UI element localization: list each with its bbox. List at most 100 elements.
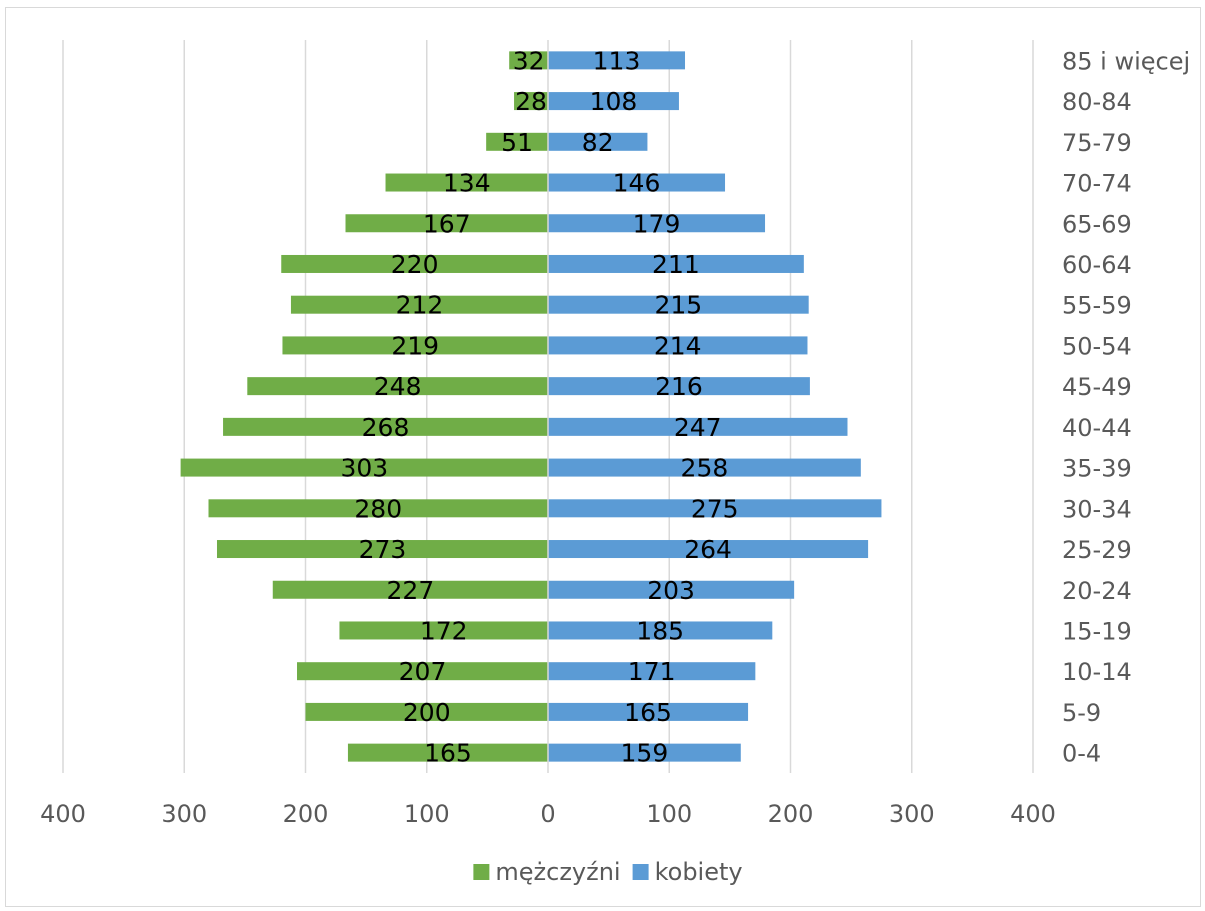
bar-mężczyźni-20-24 — [272, 580, 548, 599]
x-tick-label: 300 — [889, 800, 935, 828]
bar-mężczyźni-45-49 — [247, 377, 549, 396]
x-tick-label: 400 — [40, 800, 86, 828]
data-label: 280 — [354, 494, 402, 523]
x-axis-tick-labels: 400 300 200 100 0 100 200 300 400 — [40, 800, 1056, 828]
data-label: 264 — [684, 535, 732, 564]
category-label: 85 i więcej — [1062, 47, 1190, 75]
data-label: 212 — [396, 291, 444, 320]
bar-kobiety-45-49 — [548, 377, 810, 396]
category-label: 70-74 — [1062, 170, 1132, 198]
bar-kobiety-65-69 — [548, 214, 766, 233]
legend: mężczyźni kobiety — [473, 858, 743, 886]
bar-mężczyźni-50-54 — [282, 336, 548, 355]
bar-mężczyźni-60-64 — [281, 254, 548, 273]
data-label: 207 — [399, 657, 447, 686]
data-label: 167 — [423, 209, 471, 238]
data-label: 215 — [654, 291, 702, 320]
category-label: 15-19 — [1062, 617, 1132, 645]
bar-kobiety-15-19 — [548, 621, 773, 640]
bar-mężczyźni-35-39 — [180, 458, 549, 477]
data-label: 258 — [681, 454, 729, 483]
data-label: 273 — [359, 535, 407, 564]
category-label: 45-49 — [1062, 373, 1132, 401]
data-label: 165 — [624, 698, 672, 727]
data-label: 248 — [374, 372, 422, 401]
bars — [180, 51, 882, 762]
data-label: 159 — [621, 739, 669, 768]
x-tick-label: 300 — [161, 800, 207, 828]
category-label: 75-79 — [1062, 129, 1132, 157]
data-label: 227 — [387, 576, 435, 605]
data-label: 185 — [636, 616, 684, 645]
bar-kobiety-70-74 — [548, 173, 726, 192]
data-label: 82 — [582, 128, 614, 157]
category-label: 60-64 — [1062, 251, 1132, 279]
bar-mężczyźni-40-44 — [223, 417, 549, 436]
category-label: 30-34 — [1062, 495, 1132, 523]
data-label: 247 — [674, 413, 722, 442]
data-label: 172 — [420, 616, 468, 645]
data-label: 220 — [391, 250, 439, 279]
data-label: 32 — [513, 46, 545, 75]
x-tick-label: 100 — [646, 800, 692, 828]
bar-kobiety-55-59 — [548, 295, 809, 314]
x-tick-label: 200 — [768, 800, 814, 828]
data-label: 211 — [652, 250, 700, 279]
bar-mężczyźni-15-19 — [339, 621, 548, 640]
bar-mężczyźni-75-79 — [486, 132, 548, 151]
legend-swatch-mężczyźni — [473, 864, 490, 880]
data-label: 214 — [654, 331, 702, 360]
bar-mężczyźni-10-14 — [297, 662, 548, 681]
data-label: 179 — [633, 209, 681, 238]
bar-mężczyźni-70-74 — [385, 173, 548, 192]
data-label: 200 — [403, 698, 451, 727]
data-label: 268 — [362, 413, 410, 442]
gridlines — [62, 40, 1034, 773]
data-label: 51 — [501, 128, 533, 157]
x-tick-label: 0 — [540, 800, 555, 828]
legend-swatch-kobiety — [632, 864, 649, 880]
data-label: 165 — [424, 739, 472, 768]
bar-kobiety-60-64 — [548, 254, 804, 273]
category-label: 50-54 — [1062, 332, 1132, 360]
category-label: 0-4 — [1062, 740, 1101, 768]
category-label: 35-39 — [1062, 455, 1132, 483]
category-label: 40-44 — [1062, 414, 1132, 442]
bar-mężczyźni-30-34 — [208, 499, 548, 518]
bar-kobiety-25-29 — [548, 540, 869, 559]
category-label: 55-59 — [1062, 292, 1132, 320]
data-label: 219 — [391, 331, 439, 360]
bar-mężczyźni-25-29 — [216, 540, 549, 559]
bar-kobiety-40-44 — [548, 417, 848, 436]
category-label: 65-69 — [1062, 210, 1132, 238]
bar-kobiety-50-54 — [548, 336, 808, 355]
bar-mężczyźni-5-9 — [305, 702, 548, 721]
bar-kobiety-80-84 — [548, 92, 679, 111]
bar-mężczyźni-0-4 — [347, 743, 548, 762]
legend-label-mężczyźni: mężczyźni — [495, 858, 620, 886]
data-label: 303 — [340, 454, 388, 483]
bar-mężczyźni-65-69 — [345, 214, 548, 233]
category-labels: 0-4 5-9 10-14 15-19 20-24 25-29 30-34 35-39 40-4… — [1062, 47, 1190, 767]
x-tick-label: 400 — [1010, 800, 1056, 828]
data-label: 171 — [628, 657, 676, 686]
data-label: 113 — [593, 46, 641, 75]
category-label: 25-29 — [1062, 536, 1132, 564]
category-label: 5-9 — [1062, 699, 1101, 727]
data-label: 275 — [691, 494, 739, 523]
bar-kobiety-85 i więcej — [548, 51, 686, 70]
data-label: 134 — [443, 169, 491, 198]
category-label: 20-24 — [1062, 577, 1132, 605]
x-tick-label: 200 — [283, 800, 329, 828]
data-label: 216 — [655, 372, 703, 401]
data-label: 108 — [590, 87, 638, 116]
bar-mężczyźni-85 i więcej — [509, 51, 548, 70]
category-label: 10-14 — [1062, 658, 1132, 686]
data-label: 28 — [515, 87, 547, 116]
data-labels: 165 200 207 172 227 273 280 303 268 248 219 212 220 1… — [340, 46, 738, 767]
data-label: 203 — [647, 576, 695, 605]
bar-kobiety-35-39 — [548, 458, 861, 477]
category-label: 80-84 — [1062, 88, 1132, 116]
bar-kobiety-5-9 — [548, 702, 749, 721]
